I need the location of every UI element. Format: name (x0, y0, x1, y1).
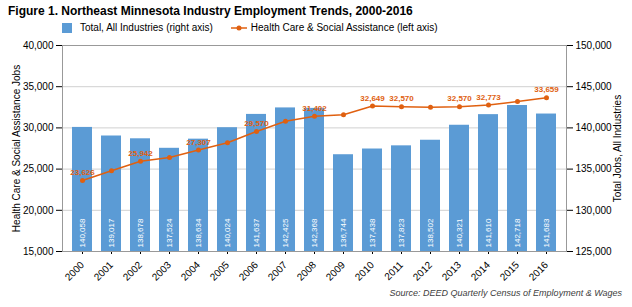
svg-text:27,307: 27,307 (186, 138, 211, 147)
svg-text:2008: 2008 (295, 259, 319, 283)
html-text:Figure 1. Northeast Minnesota: Figure 1. Northeast Minnesota Industry E… (8, 4, 413, 18)
svg-text:141,610: 141,610 (484, 218, 493, 247)
svg-text:140,000: 140,000 (576, 122, 613, 133)
svg-text:Health Care & Social Assistanc: Health Care & Social Assistance Jobs (11, 65, 22, 232)
svg-text:31,402: 31,402 (302, 104, 327, 113)
svg-text:142,718: 142,718 (513, 218, 522, 247)
svg-text:2012: 2012 (411, 259, 435, 283)
svg-text:2011: 2011 (382, 259, 405, 282)
html-text:Total, All Industries (right a: Total, All Industries (right axis) (80, 22, 213, 33)
svg-text:125,000: 125,000 (576, 246, 613, 257)
svg-text:40,000: 40,000 (23, 40, 54, 51)
svg-text:32,570: 32,570 (447, 94, 472, 103)
svg-text:140,321: 140,321 (455, 218, 464, 247)
svg-text:137,438: 137,438 (368, 218, 377, 247)
svg-text:2002: 2002 (121, 259, 145, 283)
svg-text:138,678: 138,678 (136, 218, 145, 247)
svg-text:32,649: 32,649 (360, 94, 385, 103)
svg-text:2004: 2004 (179, 259, 203, 283)
svg-text:140,024: 140,024 (223, 218, 232, 247)
svg-text:2009: 2009 (324, 259, 348, 283)
svg-text:141,683: 141,683 (542, 218, 551, 247)
svg-text:33,659: 33,659 (534, 85, 559, 94)
svg-text:140,058: 140,058 (78, 218, 87, 247)
svg-text:136,744: 136,744 (339, 218, 348, 247)
svg-text:20,000: 20,000 (23, 205, 54, 216)
svg-text:2000: 2000 (63, 259, 87, 283)
svg-text:2001: 2001 (92, 259, 116, 283)
svg-text:135,000: 135,000 (576, 163, 613, 174)
svg-text:130,000: 130,000 (576, 205, 613, 216)
svg-text:139,017: 139,017 (107, 218, 116, 247)
svg-text:2015: 2015 (498, 259, 522, 283)
svg-text:145,000: 145,000 (576, 81, 613, 92)
svg-text:2010: 2010 (353, 259, 377, 283)
html-text:Health Care & Social Assistanc: Health Care & Social Assistance (left ax… (250, 22, 438, 33)
svg-text:2005: 2005 (208, 259, 232, 283)
svg-text:25,000: 25,000 (23, 163, 54, 174)
svg-text:30,000: 30,000 (23, 122, 54, 133)
html-text:Source: DEED Quarterly Census: Source: DEED Quarterly Census of Employm… (389, 288, 622, 298)
svg-text:2003: 2003 (150, 259, 174, 283)
svg-text:2006: 2006 (237, 259, 261, 283)
svg-text:2013: 2013 (440, 259, 464, 283)
svg-text:32,570: 32,570 (389, 94, 414, 103)
svg-text:142,368: 142,368 (310, 218, 319, 247)
svg-text:2007: 2007 (266, 259, 290, 283)
svg-text:150,000: 150,000 (576, 40, 613, 51)
svg-text:141,637: 141,637 (252, 218, 261, 247)
svg-text:137,823: 137,823 (397, 218, 406, 247)
svg-text:15,000: 15,000 (23, 246, 54, 257)
svg-text:32,773: 32,773 (476, 93, 501, 102)
svg-text:29,570: 29,570 (244, 119, 269, 128)
svg-text:25,942: 25,942 (128, 149, 153, 158)
svg-text:138,502: 138,502 (426, 218, 435, 247)
svg-text:2016: 2016 (527, 259, 551, 283)
svg-text:Total Jobs, All Industries: Total Jobs, All Industries (612, 95, 623, 202)
svg-text:138,634: 138,634 (194, 218, 203, 247)
svg-text:137,524: 137,524 (165, 218, 174, 247)
svg-text:35,000: 35,000 (23, 81, 54, 92)
svg-text:142,425: 142,425 (281, 218, 290, 247)
svg-text:2014: 2014 (469, 259, 493, 283)
svg-text:23,626: 23,626 (70, 168, 95, 177)
